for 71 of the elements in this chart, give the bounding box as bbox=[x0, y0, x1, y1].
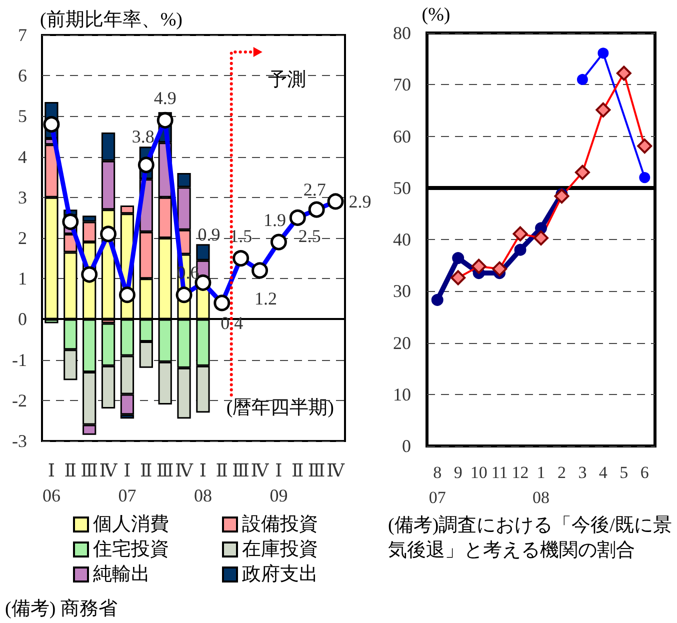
legend-label: 設備投資 bbox=[242, 514, 318, 535]
y-tick-label: 5 bbox=[18, 106, 27, 126]
x-tick-label: 6 bbox=[640, 463, 649, 482]
x-tick-label: 12 bbox=[512, 463, 529, 482]
x-tick-label: 9 bbox=[454, 463, 462, 482]
x-tick-label: Ⅳ bbox=[326, 460, 346, 480]
y-tick-label: 10 bbox=[393, 384, 411, 404]
x-tick-label: Ⅰ 09 bbox=[270, 460, 288, 506]
point bbox=[535, 222, 547, 234]
y-tick-label: 80 bbox=[393, 23, 411, 43]
point bbox=[452, 252, 464, 264]
data-label: 1.9 bbox=[263, 210, 286, 230]
y-tick-label: 20 bbox=[393, 332, 411, 353]
legend-label: 在庫投資 bbox=[242, 538, 318, 560]
y-axis-title: (%) bbox=[422, 4, 450, 26]
data-label: 2.5 bbox=[298, 226, 321, 246]
y-tick-label: 2 bbox=[18, 228, 27, 248]
x-tick-label: Ⅳ bbox=[250, 460, 270, 480]
data-label: 1.5 bbox=[230, 226, 252, 246]
x-tick-label: Ⅳ bbox=[175, 460, 194, 480]
legend-label: 住宅投資 bbox=[92, 538, 169, 560]
x-tick-label: Ⅱ bbox=[64, 460, 77, 480]
x-tick-label: 3 bbox=[578, 463, 587, 482]
y-axis-title: (前期比年率、%) bbox=[40, 8, 182, 30]
legend-label: 個人消費 bbox=[93, 514, 169, 535]
y-tick-label: 0 bbox=[402, 436, 411, 456]
y-tick-label: 30 bbox=[393, 281, 411, 302]
data-label: 2.7 bbox=[303, 179, 326, 200]
x-tick-label: 8 07 bbox=[428, 463, 446, 507]
x-tick-label: 2 bbox=[557, 463, 566, 482]
x-tick-label: Ⅲ bbox=[80, 460, 98, 480]
data-label: 2.9 bbox=[348, 191, 372, 212]
text: (備考)調査における「今後/既に景気後退」と考える機関の割合 bbox=[388, 515, 672, 561]
point bbox=[431, 294, 444, 306]
x-tick-label: Ⅲ bbox=[232, 460, 250, 480]
x-tick-label: Ⅱ bbox=[216, 460, 228, 480]
y-tick-label: -1 bbox=[12, 350, 27, 370]
x-tick-label: 11 bbox=[491, 463, 508, 482]
y-tick-label: 1 bbox=[18, 268, 27, 289]
x-tick-label: Ⅲ bbox=[308, 460, 326, 480]
x-tick-label: Ⅰ 08 bbox=[194, 460, 212, 506]
x-tick-label: 10 bbox=[470, 463, 488, 482]
data-label: 3.8 bbox=[132, 126, 154, 147]
point bbox=[514, 244, 526, 256]
y-tick-label: -2 bbox=[12, 390, 27, 410]
x-tick-label: Ⅱ bbox=[292, 460, 304, 480]
y-tick-label: 70 bbox=[393, 74, 411, 95]
x-tick-label: 4 bbox=[598, 463, 608, 482]
y-tick-label: 7 bbox=[18, 25, 27, 45]
x-tick-label: Ⅱ bbox=[140, 460, 152, 480]
y-tick-label: 3 bbox=[18, 187, 27, 208]
annotation: 予測 bbox=[268, 70, 306, 90]
x-tick-label: Ⅰ 07 bbox=[118, 460, 136, 506]
y-tick-label: 60 bbox=[393, 126, 411, 146]
x-tick-label: Ⅲ bbox=[156, 460, 174, 480]
y-tick-label: 0 bbox=[18, 309, 27, 330]
x-tick-label: Ⅳ bbox=[99, 460, 118, 480]
legend-label: 政府支出 bbox=[242, 563, 318, 585]
y-tick-label: -3 bbox=[12, 431, 27, 451]
data-label: 4.9 bbox=[154, 88, 176, 108]
text: (備考) 商務省 bbox=[5, 598, 118, 620]
x-tick-label: Ⅰ 06 bbox=[42, 460, 60, 506]
legend-label: 純輸出 bbox=[93, 564, 150, 585]
x-tick-label: 5 bbox=[620, 463, 628, 482]
y-tick-label: 4 bbox=[18, 146, 27, 167]
y-tick-label: 50 bbox=[393, 178, 411, 198]
y-tick-label: 40 bbox=[393, 230, 411, 250]
data-label: 0.6 bbox=[176, 262, 200, 283]
x-tick-label: 1 08 bbox=[532, 463, 550, 507]
y-tick-label: 6 bbox=[18, 66, 27, 86]
data-label: 1.2 bbox=[254, 288, 278, 309]
